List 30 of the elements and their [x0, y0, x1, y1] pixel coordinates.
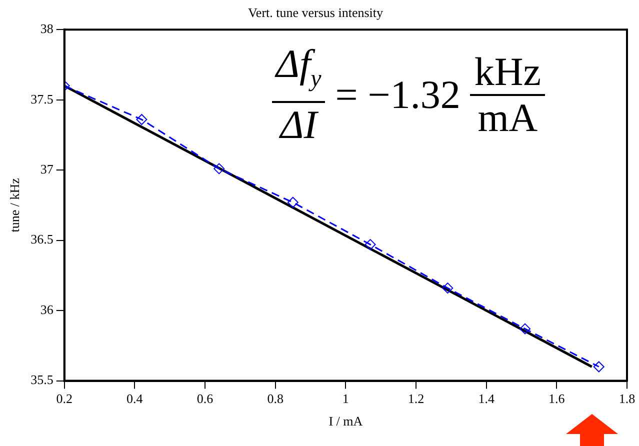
x-axis-title: I / mA: [328, 414, 364, 429]
x-tick-label: 1: [342, 391, 349, 406]
point: [442, 282, 454, 294]
point: [520, 323, 531, 334]
point: [593, 361, 604, 372]
point: [287, 196, 298, 208]
x-tick-label: 0.2: [56, 391, 72, 406]
x-tick-label: 1.2: [408, 391, 424, 406]
y-tick-label: 37: [40, 162, 54, 176]
x-tick-label: 1.8: [618, 391, 636, 406]
y-axis-title: tune / kHz: [7, 178, 22, 232]
x-tick-label: 0.4: [126, 391, 144, 406]
annotation: mA: [476, 94, 539, 140]
annotation: ΔI: [278, 102, 320, 147]
annotation: = −1.32: [335, 71, 460, 118]
x-tick-label: 0.6: [196, 391, 214, 406]
y-tick-label: 38: [40, 21, 54, 36]
x-tick-label: 1.6: [548, 391, 566, 406]
point: [136, 114, 148, 126]
y-tick-label: 37.5: [30, 91, 54, 106]
y-tick-label: 35.5: [30, 372, 54, 388]
y-tick-label: 36: [40, 302, 54, 317]
x-tick-label: 1.4: [478, 391, 495, 406]
annotation: Δf$_{y}$: [272, 41, 326, 103]
point: [364, 239, 376, 250]
x-tick-label: 0.8: [267, 391, 284, 406]
chart-title: Vert. tune versus intensity: [248, 5, 384, 20]
point: [214, 163, 225, 174]
y-tick-label: 36.5: [30, 232, 54, 247]
annotation: kHz: [470, 48, 546, 96]
